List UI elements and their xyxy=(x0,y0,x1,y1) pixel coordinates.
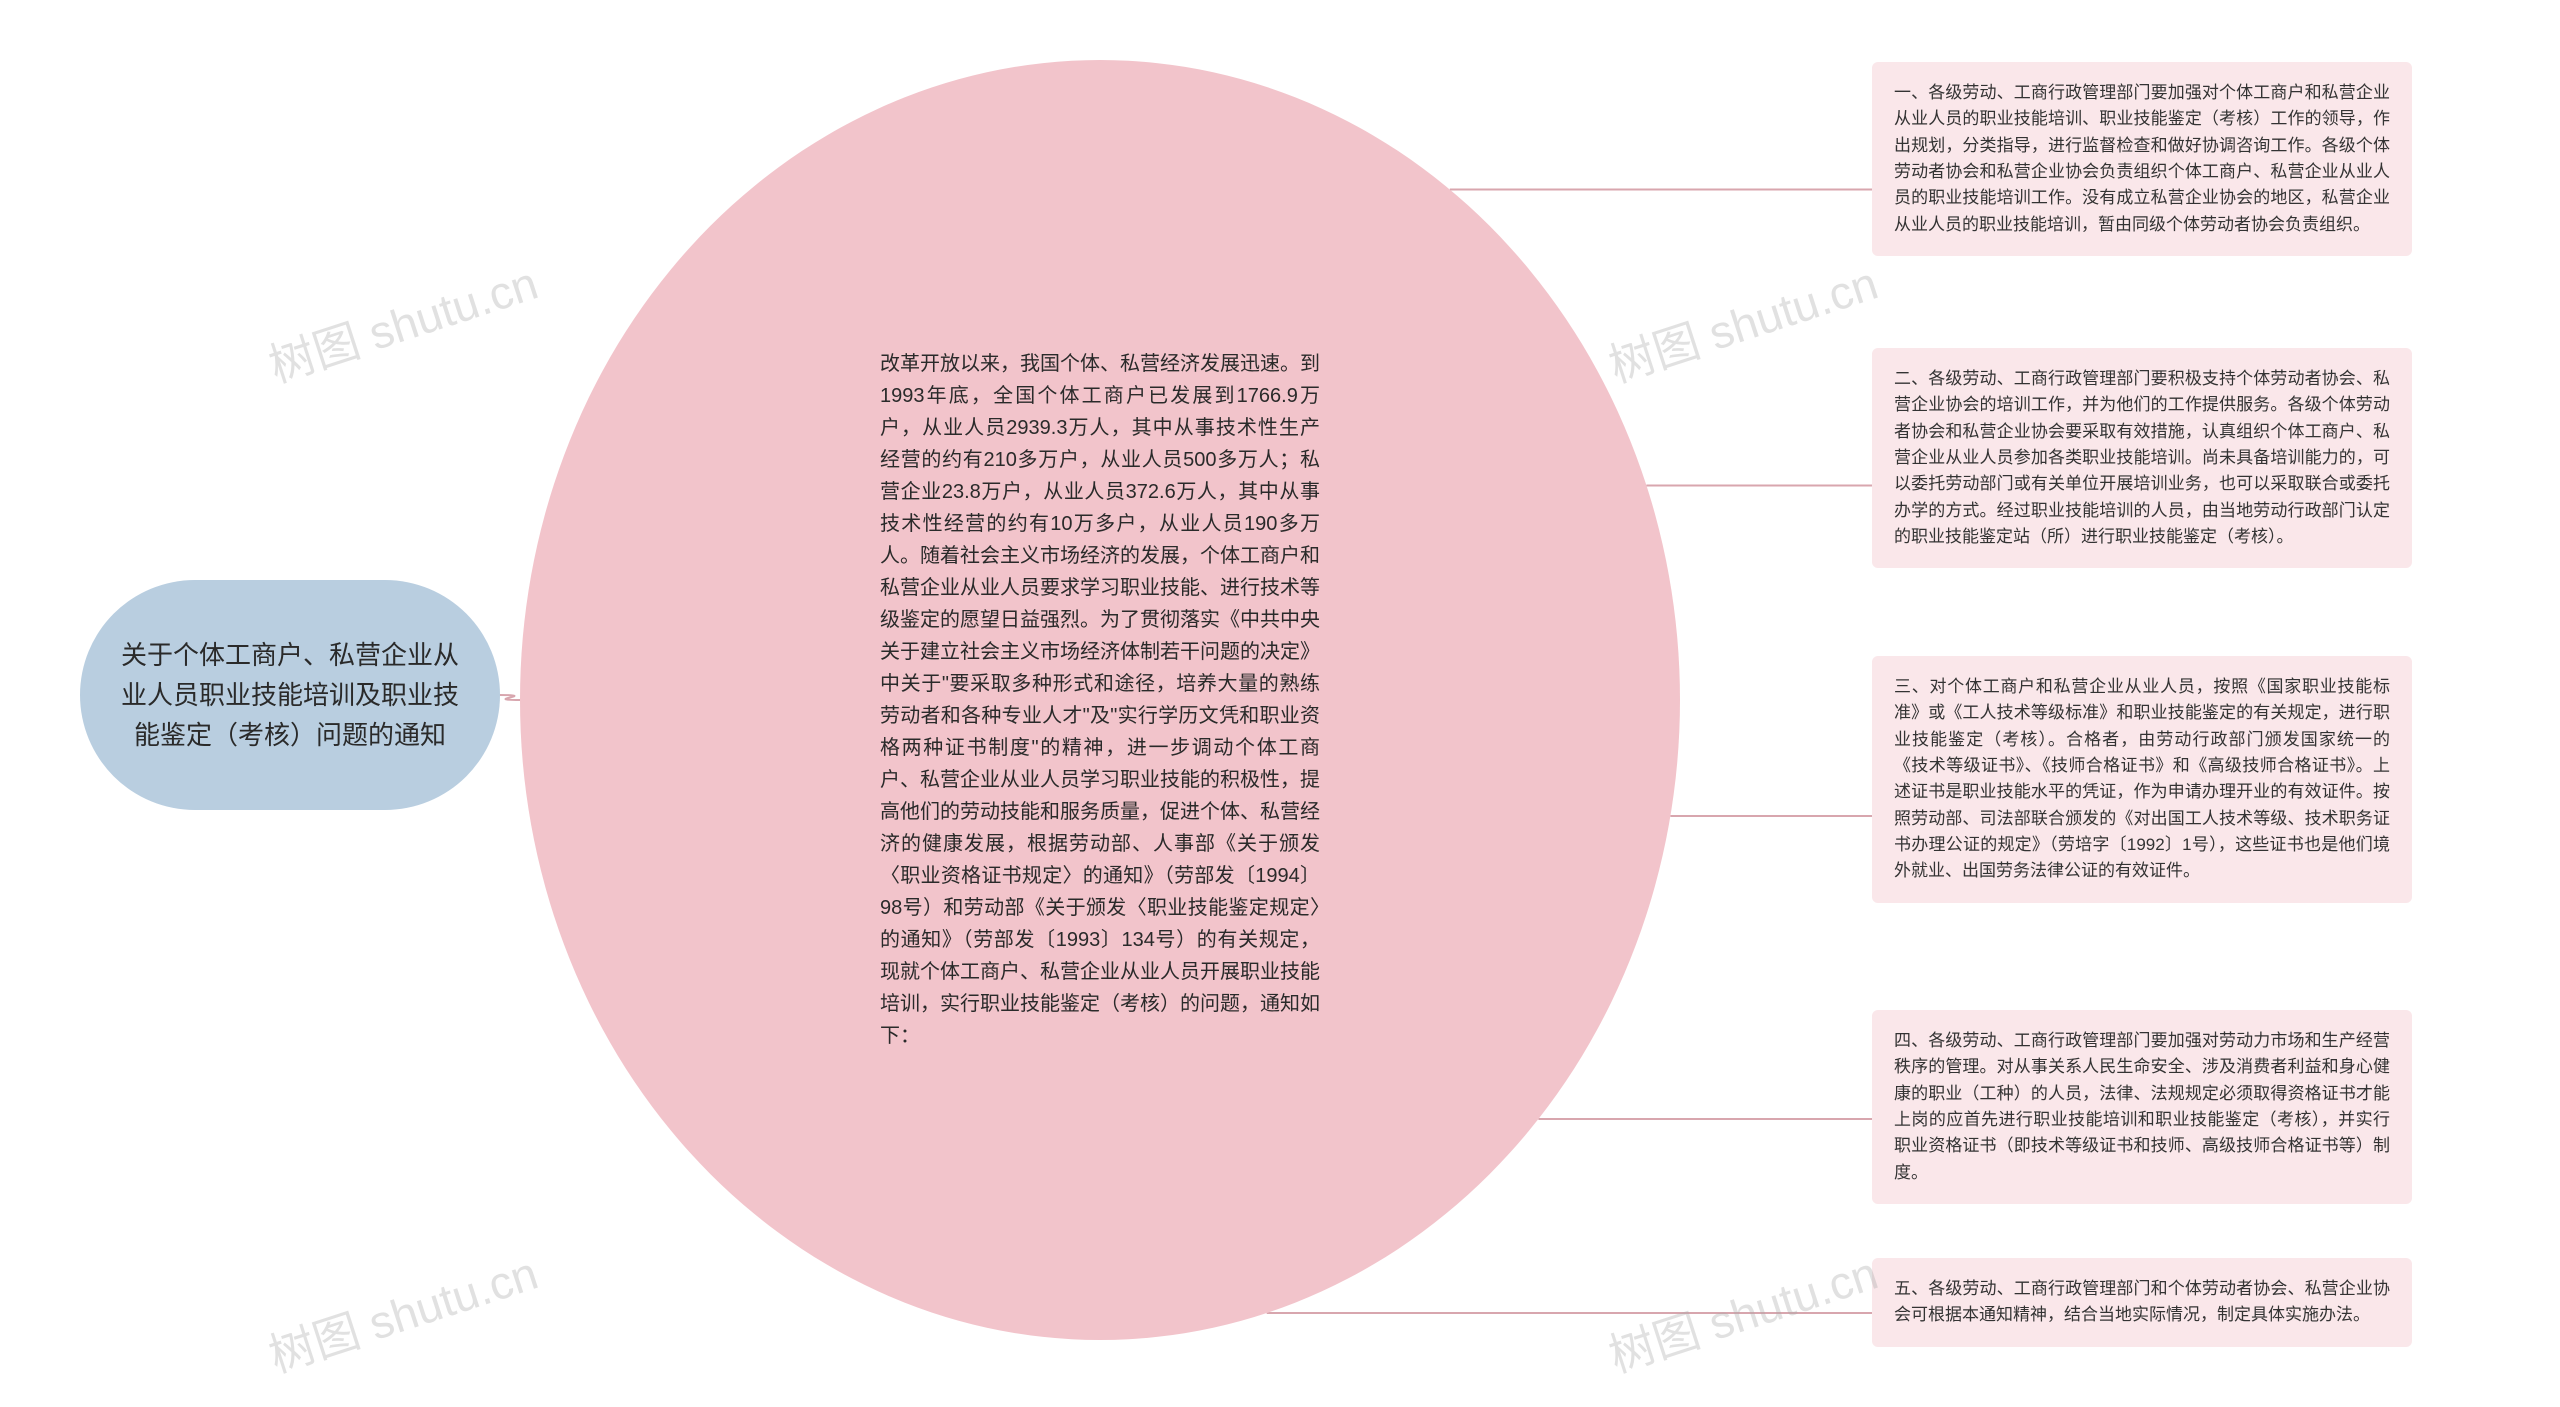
root-node[interactable]: 关于个体工商户、私营企业从业人员职业技能培训及职业技能鉴定（考核）问题的通知 xyxy=(80,580,500,810)
leaf-text: 五、各级劳动、工商行政管理部门和个体劳动者协会、私营企业协会可根据本通知精神，结… xyxy=(1894,1279,2390,1324)
root-node-text: 关于个体工商户、私营企业从业人员职业技能培训及职业技能鉴定（考核）问题的通知 xyxy=(118,635,462,756)
watermark: 树图 shutu.cn xyxy=(260,247,545,396)
leaf-text: 三、对个体工商户和私营企业从业人员，按照《国家职业技能标准》或《工人技术等级标准… xyxy=(1894,677,2390,880)
leaf-text: 二、各级劳动、工商行政管理部门要积极支持个体劳动者协会、私营企业协会的培训工作，… xyxy=(1894,369,2390,546)
leaf-node-4[interactable]: 四、各级劳动、工商行政管理部门要加强对劳动力市场和生产经营秩序的管理。对从事关系… xyxy=(1872,1010,2412,1204)
main-node[interactable]: 改革开放以来，我国个体、私营经济发展迅速。到1993年底，全国个体工商户已发展到… xyxy=(520,60,1680,1340)
watermark: 树图 shutu.cn xyxy=(260,1237,545,1386)
watermark: 树图 shutu.cn xyxy=(1600,247,1885,396)
leaf-node-2[interactable]: 二、各级劳动、工商行政管理部门要积极支持个体劳动者协会、私营企业协会的培训工作，… xyxy=(1872,348,2412,568)
leaf-node-5[interactable]: 五、各级劳动、工商行政管理部门和个体劳动者协会、私营企业协会可根据本通知精神，结… xyxy=(1872,1258,2412,1347)
leaf-text: 一、各级劳动、工商行政管理部门要加强对个体工商户和私营企业从业人员的职业技能培训… xyxy=(1894,83,2390,234)
mindmap-canvas: 关于个体工商户、私营企业从业人员职业技能培训及职业技能鉴定（考核）问题的通知 改… xyxy=(0,0,2560,1407)
leaf-text: 四、各级劳动、工商行政管理部门要加强对劳动力市场和生产经营秩序的管理。对从事关系… xyxy=(1894,1031,2390,1182)
leaf-node-1[interactable]: 一、各级劳动、工商行政管理部门要加强对个体工商户和私营企业从业人员的职业技能培训… xyxy=(1872,62,2412,256)
leaf-node-3[interactable]: 三、对个体工商户和私营企业从业人员，按照《国家职业技能标准》或《工人技术等级标准… xyxy=(1872,656,2412,903)
watermark: 树图 shutu.cn xyxy=(1600,1237,1885,1386)
main-node-text: 改革开放以来，我国个体、私营经济发展迅速。到1993年底，全国个体工商户已发展到… xyxy=(880,348,1320,1052)
